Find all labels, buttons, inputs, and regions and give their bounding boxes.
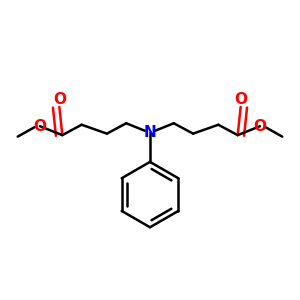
Text: O: O [34,119,46,134]
Text: N: N [144,125,156,140]
Text: O: O [234,92,247,107]
Text: O: O [254,119,266,134]
Text: O: O [53,92,66,107]
